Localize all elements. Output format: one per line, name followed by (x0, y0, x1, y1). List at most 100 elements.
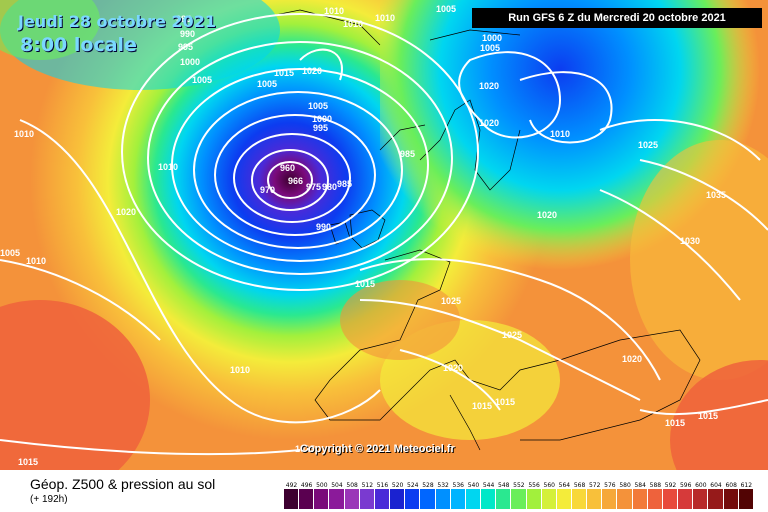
isobar-label: 1010 (14, 129, 34, 139)
scale-label: 524 (407, 482, 419, 489)
isobar-label: 995 (313, 123, 328, 133)
scale-swatch (496, 489, 512, 509)
isobar-label: 1035 (706, 190, 726, 200)
legend-title: Géop. Z500 & pression au sol (30, 476, 216, 492)
isobar-label: 1010 (324, 6, 344, 16)
isobar-label: 1000 (180, 57, 200, 67)
scale-swatch (329, 489, 345, 509)
scale-label: 600 (695, 482, 707, 489)
isobar-label: 1010 (550, 129, 570, 139)
scale-label: 548 (498, 482, 510, 489)
scale-swatch (556, 489, 572, 509)
scale-label: 604 (710, 482, 722, 489)
isobar-label: 1015 (18, 457, 38, 467)
scale-swatch (541, 489, 557, 509)
run-info: Run GFS 6 Z du Mercredi 20 octobre 2021 (472, 8, 762, 28)
isobar-label: 1000 (312, 114, 332, 124)
isobar-label: 1005 (192, 75, 212, 85)
legend-subtitle: (+ 192h) (30, 494, 68, 505)
scale-swatch (678, 489, 694, 509)
scale-label: 540 (467, 482, 480, 489)
scale-swatch (511, 489, 527, 509)
scale-swatch (587, 489, 603, 509)
isobar-label: 1010 (343, 19, 363, 29)
isobar-label: 1010 (375, 13, 395, 23)
scale-label: 492 (285, 482, 298, 489)
isobar-label: 1000 (482, 33, 502, 43)
scale-swatch (284, 489, 300, 509)
isobar-label: 1020 (116, 207, 136, 217)
scale-swatch (526, 489, 542, 509)
scale-label: 608 (725, 482, 737, 489)
scale-swatch (708, 489, 724, 509)
scale-label: 512 (361, 482, 374, 489)
scale-swatch (299, 489, 315, 509)
scale-label: 580 (619, 482, 631, 489)
isobar-label: 995 (178, 42, 193, 52)
scale-swatch (481, 489, 497, 509)
scale-label: 544 (482, 482, 495, 489)
scale-label: 536 (452, 482, 464, 489)
scale-swatch (314, 489, 330, 509)
scale-label: 556 (528, 482, 540, 489)
scale-label: 592 (664, 482, 677, 489)
isobar-label: 1015 (295, 444, 315, 454)
scale-swatch (632, 489, 648, 509)
scale-label: 568 (573, 482, 586, 489)
forecast-date: Jeudi 28 octobre 2021 (18, 12, 216, 31)
isobar-label: 1005 (257, 79, 277, 89)
scale-swatch (405, 489, 421, 509)
scale-label: 496 (300, 482, 313, 489)
isobar-label: 1015 (698, 411, 718, 421)
scale-label: 588 (649, 482, 662, 489)
isobar-label: 1025 (441, 296, 461, 306)
isobar-label: 1005 (436, 4, 456, 14)
isobar-label: 1020 (443, 363, 463, 373)
scale-swatch (693, 489, 709, 509)
scale-swatch (420, 489, 436, 509)
isobar-label: 980 (322, 182, 337, 192)
isobar-label: 1015 (665, 418, 685, 428)
isobar-label: 1025 (638, 140, 658, 150)
isobar-label: 970 (260, 185, 275, 195)
isobar-label: 1010 (26, 256, 46, 266)
isobar-label: 1010 (158, 162, 178, 172)
isobar-label: 1015 (274, 68, 294, 78)
scale-label: 560 (543, 482, 555, 489)
scale-swatch (617, 489, 633, 509)
scale-swatch (465, 489, 482, 509)
color-scale (284, 489, 754, 509)
isobar-label: 985 (176, 14, 191, 24)
scale-label: 552 (513, 482, 525, 489)
isobar-label: 985 (400, 149, 415, 159)
isobar-label: 975 (306, 182, 321, 192)
isobar-label: 985 (337, 179, 352, 189)
isobar-label: 1005 (308, 101, 328, 111)
isobar-label: 966 (288, 176, 303, 186)
isobar-label: 990 (316, 222, 331, 232)
scale-label: 500 (316, 482, 328, 489)
isobar-label: 1020 (302, 66, 322, 76)
scale-label: 584 (634, 482, 646, 489)
isobar-label: 1025 (502, 330, 522, 340)
scale-label: 572 (588, 482, 601, 489)
forecast-time: 8:00 locale (20, 34, 137, 56)
scale-label: 504 (331, 482, 343, 489)
isobar-label: 1015 (472, 401, 492, 411)
scale-swatch (359, 489, 375, 509)
scale-label: 596 (679, 482, 692, 489)
scale-swatch (723, 489, 739, 509)
copyright: Copyright © 2021 Meteociel.fr (300, 443, 455, 455)
scale-label: 520 (391, 482, 404, 489)
isobar-label: 1015 (495, 397, 515, 407)
color-scale-labels: 492 496 500 504 508 512 516 520 524 528 532 536 540 5… (284, 470, 754, 489)
isobar-label: 1030 (680, 236, 700, 246)
scale-swatch (602, 489, 618, 509)
isobar-label: 1010 (230, 365, 250, 375)
scale-swatch (374, 489, 391, 509)
isobar-label: 1015 (355, 279, 375, 289)
isobar-label: 1020 (537, 210, 557, 220)
scale-swatch (390, 489, 406, 509)
